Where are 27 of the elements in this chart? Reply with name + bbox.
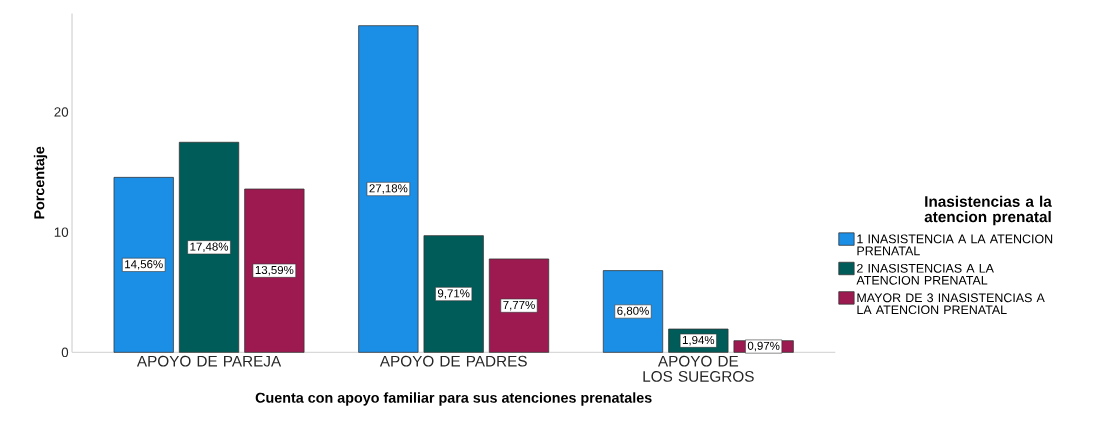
bar (113, 176, 174, 353)
y-tick-label: 0 (61, 347, 69, 357)
y-tick-label: 20 (54, 107, 69, 117)
x-tick-label: APOYO DE PAREJA (136, 355, 282, 367)
bar (488, 258, 550, 353)
y-tick-label: 10 (54, 227, 69, 237)
y-axis-title: Porcentaje (33, 146, 48, 219)
bar (423, 235, 484, 353)
data-label: 1,94% (682, 335, 715, 346)
data-label: 13,59% (255, 265, 294, 276)
bar (358, 25, 419, 353)
x-tick-label: APOYO DE LOS SUEGROS (643, 355, 754, 382)
data-label: 14,56% (125, 259, 163, 270)
x-axis-title: Cuenta con apoyo familiar para sus atenciones prenatales (255, 392, 652, 406)
bar (178, 141, 240, 353)
x-tick-label: APOYO DE PADRES (379, 355, 527, 367)
legend-label: 2 INASISTENCIAS A LA ATENCION PRENATAL (856, 263, 994, 285)
data-label: 7,77% (503, 300, 535, 311)
bar (244, 188, 305, 353)
data-label: 17,48% (190, 242, 229, 252)
data-label: 27,18% (369, 184, 408, 194)
legend-label: MAYOR DE 3 INASISTENCIAS A LA ATENCION PRENATAL (857, 293, 1045, 314)
data-label: 9,71% (437, 289, 470, 299)
data-label: 6,80% (617, 306, 649, 317)
data-label: 0,97% (747, 341, 780, 352)
legend-label: 1 INASISTENCIA A LA ATENCION PRENATAL (857, 234, 1053, 255)
legend-title: Inasistencias a la atencion prenatal (924, 195, 1052, 226)
